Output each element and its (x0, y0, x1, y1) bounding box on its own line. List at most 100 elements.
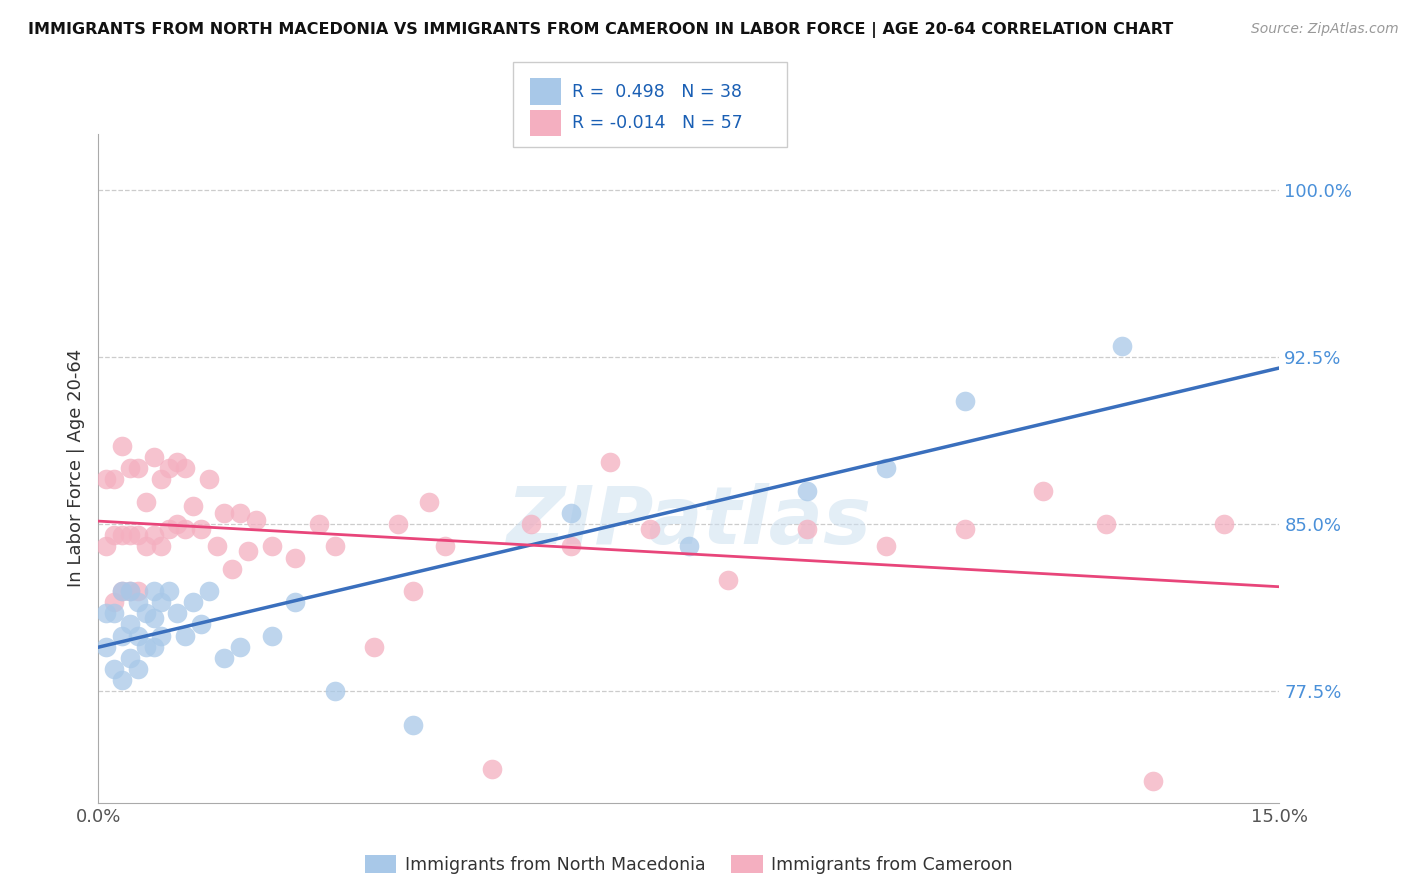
Text: R = -0.014   N = 57: R = -0.014 N = 57 (572, 114, 742, 132)
Point (284, 595, 307, 609)
Point (214, 506, 236, 520)
Point (433, 540, 456, 554)
Point (127, 461, 149, 475)
Point (174, 521, 197, 535)
Point (166, 606, 188, 620)
Point (118, 650, 141, 665)
Point (96, 540, 118, 554)
Point (481, 762, 503, 776)
Point (418, 494, 440, 508)
Point (166, 454, 188, 468)
Point (142, 528, 165, 542)
Point (875, 540, 897, 554)
Point (1095, 516, 1118, 531)
Point (127, 595, 149, 609)
Point (111, 628, 134, 642)
Point (953, 521, 976, 535)
Point (103, 528, 125, 542)
Point (111, 673, 134, 687)
Point (103, 595, 125, 609)
Point (103, 662, 125, 676)
Point (520, 516, 543, 531)
Text: R =  0.498   N = 38: R = 0.498 N = 38 (572, 83, 742, 101)
Point (221, 562, 243, 576)
Point (190, 521, 212, 535)
Point (181, 500, 204, 514)
Point (127, 662, 149, 676)
Point (118, 461, 141, 475)
Point (308, 516, 330, 531)
Point (875, 461, 897, 475)
Point (387, 516, 409, 531)
Point (118, 617, 141, 632)
Point (229, 506, 252, 520)
Point (157, 461, 180, 475)
Point (796, 521, 818, 535)
Point (96, 606, 118, 620)
Point (638, 521, 661, 535)
Point (111, 584, 134, 599)
Point (260, 628, 283, 642)
Point (197, 473, 219, 487)
Point (150, 540, 173, 554)
Point (560, 506, 582, 520)
Point (560, 540, 582, 554)
Point (135, 494, 157, 508)
Point (197, 584, 219, 599)
Point (127, 628, 149, 642)
Point (135, 640, 157, 654)
Point (166, 516, 188, 531)
Point (323, 540, 346, 554)
Point (103, 473, 125, 487)
Point (174, 461, 197, 475)
Point (96, 473, 118, 487)
Point (1032, 483, 1054, 498)
Point (118, 584, 141, 599)
Y-axis label: In Labor Force | Age 20-64: In Labor Force | Age 20-64 (66, 349, 84, 588)
Point (323, 684, 346, 698)
Point (142, 610, 165, 624)
Point (284, 550, 307, 565)
Point (245, 512, 267, 526)
Point (181, 595, 204, 609)
Point (1213, 516, 1236, 531)
Point (717, 573, 740, 587)
Point (363, 640, 385, 654)
Point (236, 543, 259, 558)
Point (127, 528, 149, 542)
Point (142, 450, 165, 464)
Point (111, 439, 134, 453)
Point (150, 628, 173, 642)
Point (127, 584, 149, 599)
Point (118, 528, 141, 542)
Point (142, 584, 165, 599)
Point (150, 595, 173, 609)
Legend: Immigrants from North Macedonia, Immigrants from Cameroon: Immigrants from North Macedonia, Immigra… (359, 848, 1019, 881)
Point (142, 640, 165, 654)
Point (796, 483, 818, 498)
Point (174, 628, 197, 642)
Point (229, 640, 252, 654)
Point (599, 454, 621, 468)
Point (111, 584, 134, 599)
Point (214, 650, 236, 665)
Text: Source: ZipAtlas.com: Source: ZipAtlas.com (1251, 22, 1399, 37)
Point (111, 528, 134, 542)
Point (1111, 338, 1133, 352)
Point (953, 394, 976, 409)
Point (118, 584, 141, 599)
Point (205, 540, 228, 554)
Point (150, 473, 173, 487)
Point (103, 606, 125, 620)
Point (190, 617, 212, 632)
Point (135, 606, 157, 620)
Point (157, 584, 180, 599)
Point (96, 640, 118, 654)
Point (402, 584, 425, 599)
Point (402, 717, 425, 731)
Text: IMMIGRANTS FROM NORTH MACEDONIA VS IMMIGRANTS FROM CAMEROON IN LABOR FORCE | AGE: IMMIGRANTS FROM NORTH MACEDONIA VS IMMIG… (28, 22, 1174, 38)
Point (135, 540, 157, 554)
Point (260, 540, 283, 554)
Point (1142, 773, 1164, 788)
Point (157, 521, 180, 535)
